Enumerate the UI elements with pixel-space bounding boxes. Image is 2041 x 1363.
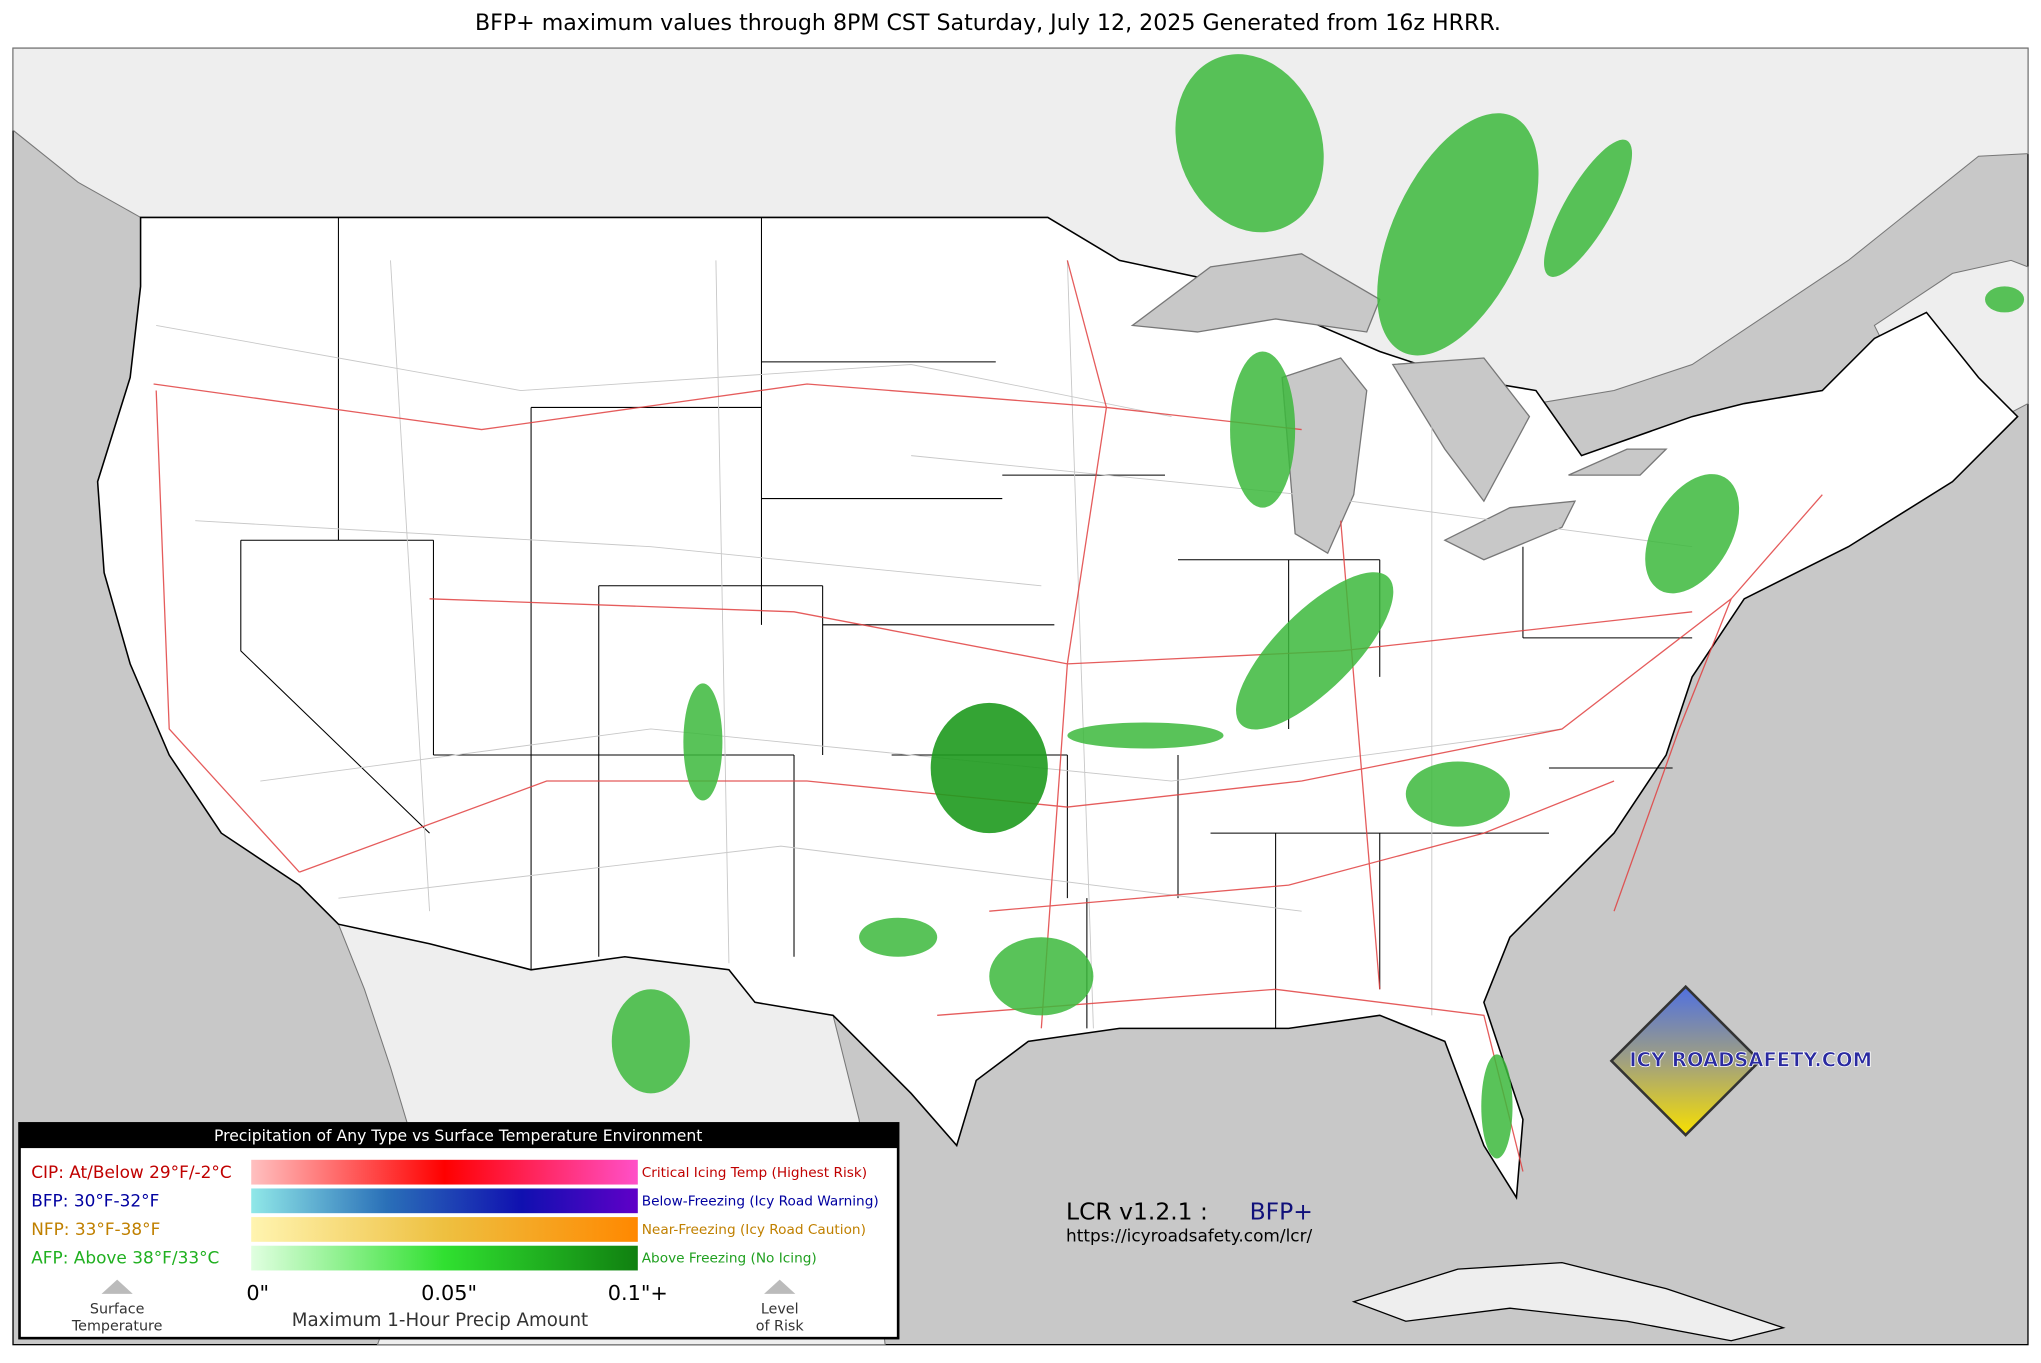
legend-label: BFP: 30°F-32°F <box>31 1190 159 1210</box>
scale-label: 0" <box>246 1281 269 1305</box>
left-note: Surface <box>90 1302 145 1318</box>
scale-label: 0.05" <box>421 1281 477 1305</box>
version-label: LCR v1.2.1 : <box>1066 1198 1208 1226</box>
product-name: BFP+ <box>1250 1198 1313 1226</box>
version-url: https://icyroadsafety.com/lcr/ <box>1066 1226 1312 1246</box>
legend-title: Precipitation of Any Type vs Surface Tem… <box>214 1127 702 1145</box>
scale-title: Maximum 1-Hour Precip Amount <box>292 1310 588 1331</box>
legend-description: Below-Freezing (Icy Road Warning) <box>642 1193 879 1209</box>
logo-text: ICY ROADSAFETY.COM <box>1629 1048 1872 1071</box>
left-note: Temperature <box>71 1318 163 1334</box>
legend-label: NFP: 33°F-38°F <box>31 1219 160 1239</box>
legend-description: Critical Icing Temp (Highest Risk) <box>642 1165 867 1181</box>
right-note: of Risk <box>756 1318 805 1334</box>
legend-label: CIP: At/Below 29°F/-2°C <box>31 1162 231 1182</box>
map-title: BFP+ maximum values through 8PM CST Satu… <box>475 10 1501 36</box>
right-note: Level <box>761 1302 799 1318</box>
legend: Precipitation of Any Type vs Surface Tem… <box>18 1122 900 1340</box>
precipitation-areas <box>611 54 2025 1159</box>
logo: ICY ROADSAFETY.COM <box>1609 984 1872 1137</box>
scale-label: 0.1"+ <box>608 1281 668 1305</box>
legend-label: AFP: Above 38°F/33°C <box>31 1248 219 1268</box>
legend-description: Near-Freezing (Icy Road Caution) <box>642 1222 866 1238</box>
legend-description: Above Freezing (No Icing) <box>642 1251 817 1267</box>
